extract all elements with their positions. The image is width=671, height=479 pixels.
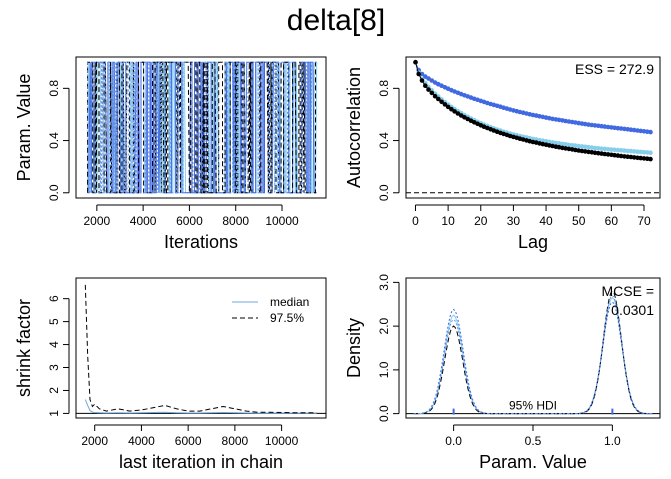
acf-point — [419, 78, 425, 83]
x-tick-label: 20 — [474, 214, 488, 228]
acf-point — [426, 76, 431, 81]
y-tick-label: 0.0 — [377, 405, 391, 422]
y-tick-label: 1.0 — [377, 361, 391, 378]
mcse-value: 0.0301 — [611, 302, 654, 318]
y-tick-label: 1 — [47, 410, 61, 417]
x-tick-label: 10000 — [265, 434, 299, 448]
legend: median 97.5% — [232, 295, 309, 325]
x-axis-label: Lag — [518, 232, 548, 252]
autocorrelation-plot: 0 10 20 30 40 50 60 70 0.0 0.4 0.8 Lag Autocorrelati… — [344, 56, 661, 252]
acf-point — [445, 104, 451, 110]
y-tick-label: 3 — [47, 364, 61, 371]
y-axis-label: Density — [344, 318, 364, 378]
figure-title: delta[8] — [287, 4, 385, 37]
acf-point — [641, 156, 647, 161]
density-plot: 0.0 0.5 1.0 0.0 1.0 2.0 3.0 Param. Value Density… — [344, 274, 661, 472]
y-tick-label: 3.0 — [377, 274, 391, 291]
x-tick-label: 4000 — [128, 434, 155, 448]
x-tick-label: 0 — [412, 214, 419, 228]
acf-point — [618, 148, 624, 153]
acf-point — [592, 145, 598, 151]
x-tick-label: 4000 — [130, 214, 157, 228]
plot-frame — [75, 277, 327, 419]
y-axis-label: shrink factor — [14, 299, 34, 397]
acf-point — [641, 149, 647, 155]
y-axis-label: Param. Value — [14, 74, 34, 182]
acf-point — [449, 106, 454, 112]
acf-point — [442, 102, 448, 107]
mcse-label: MCSE = — [601, 283, 654, 299]
acf-point — [413, 59, 418, 65]
acf-point — [452, 109, 457, 114]
legend-entry: 97.5% — [270, 311, 304, 325]
plot-frame — [75, 56, 327, 199]
y-tick-label: 2 — [47, 387, 61, 394]
y-tick-label: 2.0 — [377, 317, 391, 334]
x-tick-label: 6000 — [175, 434, 202, 448]
trace-plot: 2000 4000 6000 8000 10000 0.0 0.4 0.8 Iterations… — [14, 56, 327, 252]
y-tick-label: 5 — [47, 318, 61, 325]
x-tick-label: 70 — [637, 214, 651, 228]
acf-point — [455, 111, 461, 116]
acf-point — [648, 129, 653, 135]
x-axis-label: Iterations — [164, 232, 238, 252]
acf-point — [648, 150, 653, 155]
density-curve — [413, 290, 653, 415]
y-tick-label: 0.0 — [377, 184, 391, 201]
acf-point — [648, 156, 653, 162]
acf-point — [622, 148, 627, 153]
x-tick-label: 50 — [572, 214, 586, 228]
acf-point — [612, 147, 617, 153]
x-axis-label: last iteration in chain — [119, 452, 283, 472]
acf-point — [436, 96, 441, 102]
x-tick-label: 2000 — [83, 214, 110, 228]
x-tick-label: 8000 — [222, 214, 249, 228]
acf-point — [429, 90, 435, 96]
x-tick-label: 10 — [441, 214, 455, 228]
acf-point — [439, 99, 444, 105]
acf-point — [426, 87, 431, 92]
acf-point — [631, 149, 637, 154]
acf-point — [638, 149, 643, 155]
y-tick-label: 0.0 — [47, 184, 61, 201]
y-tick-label: 0.8 — [47, 80, 61, 97]
trace-line — [87, 61, 317, 194]
x-tick-label: 2000 — [81, 434, 108, 448]
x-tick-label: 0.5 — [525, 434, 542, 448]
shrink-line — [84, 399, 317, 414]
acf-point — [638, 155, 643, 161]
x-tick-label: 10000 — [265, 214, 299, 228]
density-curve — [413, 301, 653, 415]
acf-point — [605, 147, 611, 152]
x-tick-label: 30 — [507, 214, 521, 228]
x-tick-label: 8000 — [222, 434, 249, 448]
y-tick-label: 6 — [47, 295, 61, 302]
x-tick-label: 60 — [605, 214, 619, 228]
y-tick-label: 0.8 — [377, 80, 391, 97]
x-tick-label: 0.0 — [445, 434, 462, 448]
plot-frame — [405, 56, 661, 199]
y-axis-label: Autocorrelation — [344, 67, 364, 188]
x-tick-label: 40 — [539, 214, 553, 228]
y-tick-label: 0.4 — [377, 132, 391, 149]
ess-annotation: ESS = 272.9 — [575, 61, 654, 77]
acf-point — [622, 154, 627, 159]
x-tick-label: 1.0 — [604, 434, 621, 448]
hdi-label: 95% HDI — [509, 399, 557, 413]
legend-entry: median — [270, 295, 309, 309]
plot-frame — [405, 277, 661, 419]
acf-point — [432, 93, 438, 99]
shrink-line — [84, 284, 317, 414]
acf-point — [416, 71, 422, 77]
trace-line — [87, 61, 317, 194]
acf-point — [628, 148, 634, 154]
y-tick-label: 0.4 — [47, 132, 61, 149]
y-tick-label: 4 — [47, 341, 61, 348]
shrink-factor-plot: 2000 4000 6000 8000 10000 1 2 3 4 5 6 last iteratio… — [14, 277, 327, 472]
acf-point — [429, 78, 435, 83]
acf-point — [423, 83, 428, 88]
x-tick-label: 6000 — [176, 214, 203, 228]
x-axis-label: Param. Value — [479, 452, 587, 472]
